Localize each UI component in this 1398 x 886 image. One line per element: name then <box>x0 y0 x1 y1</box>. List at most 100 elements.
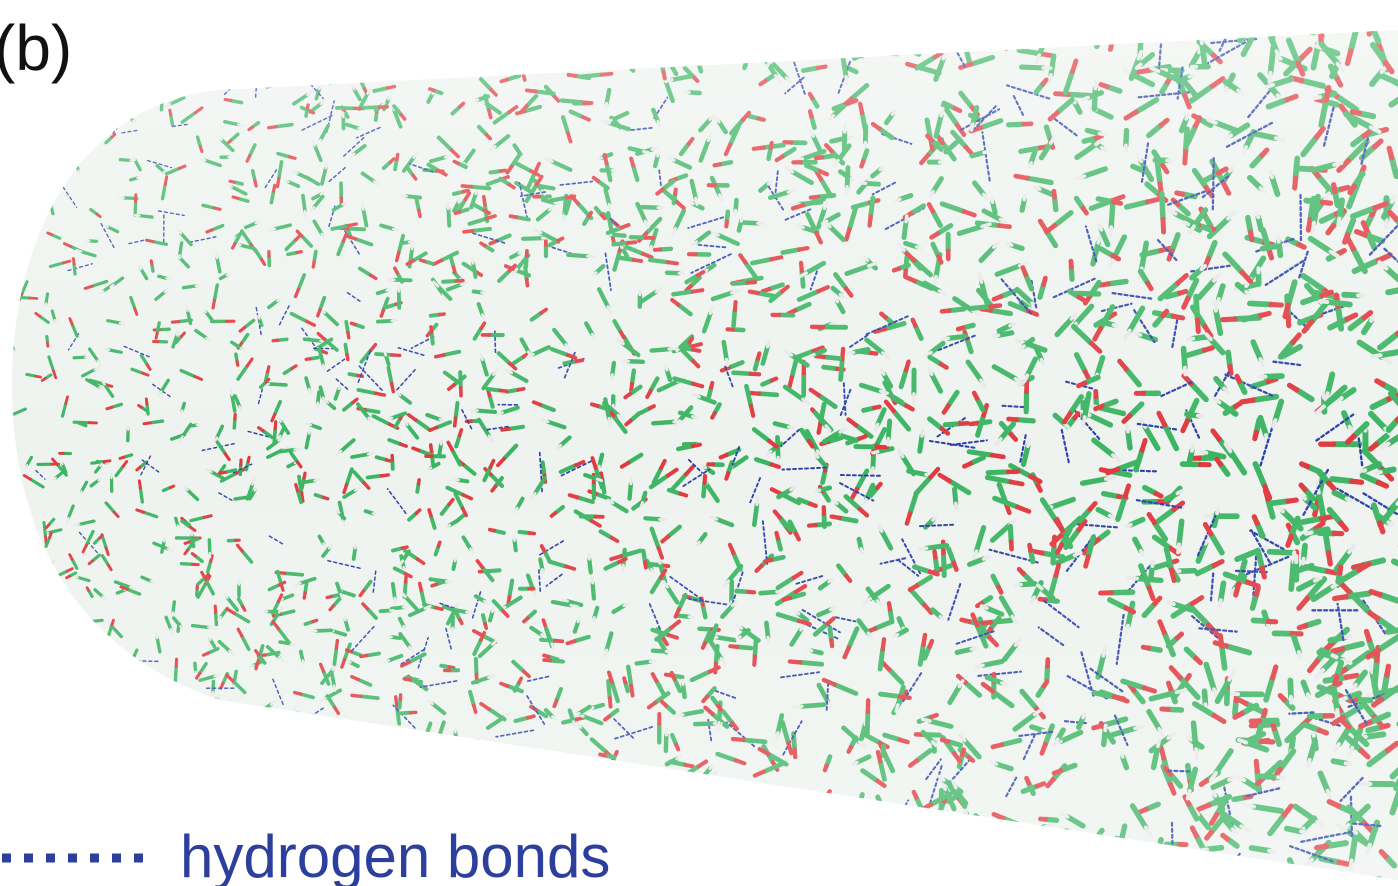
bond-stick <box>1181 19 1187 24</box>
bond-stick <box>1223 854 1240 875</box>
bond-stick <box>124 764 133 776</box>
bond-stick <box>79 661 85 669</box>
bond-stick <box>251 20 259 27</box>
bond-stick <box>347 75 359 79</box>
bond-stick <box>387 60 399 62</box>
bond-stick <box>255 807 264 813</box>
bond-stick <box>529 818 533 821</box>
bond-stick <box>557 39 572 42</box>
bond-stick <box>49 635 52 640</box>
bond-stick <box>1346 16 1374 20</box>
bond-stick <box>948 827 954 845</box>
bond-stick <box>193 730 196 736</box>
bond-stick <box>819 835 824 849</box>
bond-stick <box>856 825 857 831</box>
bond-stick <box>673 23 677 33</box>
bond-stick <box>1169 9 1181 18</box>
bond-stick <box>1120 840 1122 847</box>
bond-stick <box>889 41 899 45</box>
bond-stick <box>668 835 672 843</box>
bond-stick <box>401 792 407 796</box>
bond-stick <box>1244 870 1266 879</box>
bond-stick <box>143 852 148 856</box>
bond-stick <box>297 723 301 725</box>
bond-stick <box>33 834 52 835</box>
bond-stick <box>77 62 80 64</box>
bond-stick <box>660 7 673 22</box>
bond-stick <box>267 84 278 87</box>
bond-stick <box>680 778 688 779</box>
bond-stick <box>24 601 41 623</box>
bond-stick <box>976 816 992 832</box>
bond-stick <box>184 774 190 779</box>
bond-stick <box>1112 27 1116 42</box>
bond-stick <box>69 791 70 796</box>
bond-stick <box>229 0 234 6</box>
bond-stick <box>256 748 266 757</box>
bond-stick <box>18 241 21 254</box>
bond-stick <box>775 814 778 827</box>
bond-stick <box>535 64 540 67</box>
bond-stick <box>523 4 549 12</box>
bond-stick <box>361 0 366 5</box>
bond-stick <box>551 6 558 14</box>
bond-stick <box>55 818 56 820</box>
bond-stick <box>1147 852 1164 865</box>
bond-stick <box>13 541 16 544</box>
bond-stick <box>11 795 27 809</box>
bond-stick <box>849 816 869 823</box>
bond-stick <box>1017 834 1028 840</box>
bond-stick <box>169 825 172 830</box>
bond-stick <box>688 779 703 781</box>
bond-stick <box>54 114 70 130</box>
bond-stick <box>899 812 906 830</box>
bond-stick <box>301 720 309 723</box>
bond-stick <box>198 738 216 761</box>
bond-stick <box>1015 18 1020 42</box>
bond-stick <box>25 596 35 606</box>
bond-stick <box>75 823 77 851</box>
bond-stick <box>3 483 6 488</box>
bond-stick <box>48 0 54 1</box>
bond-stick <box>337 78 343 81</box>
bond-stick <box>163 693 168 696</box>
bond-stick <box>61 737 62 739</box>
bond-stick <box>468 743 472 755</box>
bond-stick <box>545 14 552 32</box>
bond-stick <box>52 601 54 607</box>
bond-stick <box>12 774 18 779</box>
bond-stick <box>266 757 270 760</box>
bond-stick <box>14 283 16 294</box>
bond-stick <box>1 443 14 466</box>
bond-stick <box>119 46 125 50</box>
bond-stick <box>827 0 848 8</box>
bond-stick <box>623 59 626 63</box>
bond-stick <box>1146 848 1164 859</box>
bond-stick <box>401 743 402 749</box>
bond-stick <box>161 812 169 825</box>
bond-stick <box>710 46 718 56</box>
bond-stick <box>745 15 752 18</box>
bond-stick <box>542 32 546 35</box>
bond-stick <box>39 114 52 120</box>
bond-stick <box>60 737 61 748</box>
bond-stick <box>882 806 884 811</box>
bond-stick <box>101 110 103 119</box>
bond-stick <box>774 832 789 841</box>
bond-stick <box>168 0 178 4</box>
bond-stick <box>15 852 18 855</box>
bond-stick <box>62 739 65 745</box>
bond-stick <box>57 592 59 594</box>
bond-stick <box>434 815 447 821</box>
bond-stick <box>41 802 52 803</box>
bond-stick <box>389 796 402 803</box>
bond-stick <box>698 778 712 794</box>
bond-stick <box>122 90 125 93</box>
bond-stick <box>0 615 6 628</box>
bond-stick <box>378 750 386 753</box>
bond-stick <box>858 32 874 40</box>
bond-stick <box>596 789 603 791</box>
bond-stick <box>684 18 692 38</box>
bond-stick <box>1140 0 1148 14</box>
bond-stick <box>84 688 85 691</box>
